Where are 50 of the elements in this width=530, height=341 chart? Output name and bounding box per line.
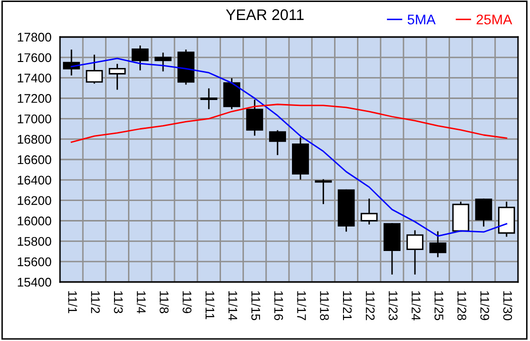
candlestick [246, 100, 264, 136]
candlestick [314, 179, 332, 204]
x-tick-label: 11/25 [434, 291, 444, 320]
x-tick-label: 11/16 [274, 291, 284, 320]
candlestick [223, 78, 240, 110]
candlestick [269, 130, 286, 156]
y-tick-label: 16800 [18, 134, 52, 144]
x-tick-label: 11/22 [366, 291, 375, 320]
x-tick-label: 11/23 [388, 291, 398, 320]
x-tick-label: 11/1 [68, 291, 78, 314]
x-tick-label: 11/3 [114, 291, 124, 314]
candlestick [406, 230, 424, 275]
chart-title: YEAR 2011 [226, 9, 304, 20]
x-tick-label: 11/18 [320, 291, 330, 320]
x-tick-label: 11/9 [182, 291, 192, 314]
y-tick-label: 16600 [18, 155, 52, 164]
candlestick [154, 52, 172, 72]
legend-label: 25MA [476, 14, 512, 24]
x-tick-label: 11/4 [136, 291, 146, 314]
x-tick-label: 11/30 [503, 291, 512, 320]
y-tick-label: 15800 [18, 236, 52, 246]
candlestick [108, 64, 126, 90]
y-tick-label: 17800 [18, 32, 52, 42]
y-tick-label: 17000 [18, 114, 52, 124]
candlestick [475, 198, 492, 227]
y-tick-label: 16400 [18, 176, 52, 185]
x-tick-label: 11/17 [297, 291, 306, 320]
x-tick-label: 11/11 [205, 291, 215, 320]
candlestick [360, 198, 378, 225]
candlestick [132, 45, 149, 70]
y-tick-label: 17600 [18, 53, 52, 62]
x-tick-label: 11/8 [160, 291, 169, 314]
y-tick-label: 15600 [18, 257, 52, 266]
y-tick-label: 16000 [18, 216, 52, 226]
legend-label: 5MA [408, 14, 436, 24]
x-tick-label: 11/24 [412, 291, 421, 320]
y-tick-label: 17200 [18, 94, 52, 103]
candlestick [429, 231, 446, 258]
line-series [70, 104, 508, 143]
x-tick-label: 11/2 [90, 291, 100, 314]
x-tick-label: 11/29 [480, 291, 490, 320]
x-tick-label: 11/14 [228, 291, 238, 320]
y-tick-label: 16200 [18, 196, 52, 205]
y-tick-label: 15400 [18, 278, 52, 287]
x-tick-label: 11/15 [251, 291, 260, 320]
x-tick-label: 11/21 [342, 291, 352, 320]
candlestick [200, 88, 218, 110]
x-tick-label: 11/28 [457, 291, 467, 320]
candlestick [86, 54, 103, 84]
y-tick-label: 17400 [18, 74, 52, 82]
